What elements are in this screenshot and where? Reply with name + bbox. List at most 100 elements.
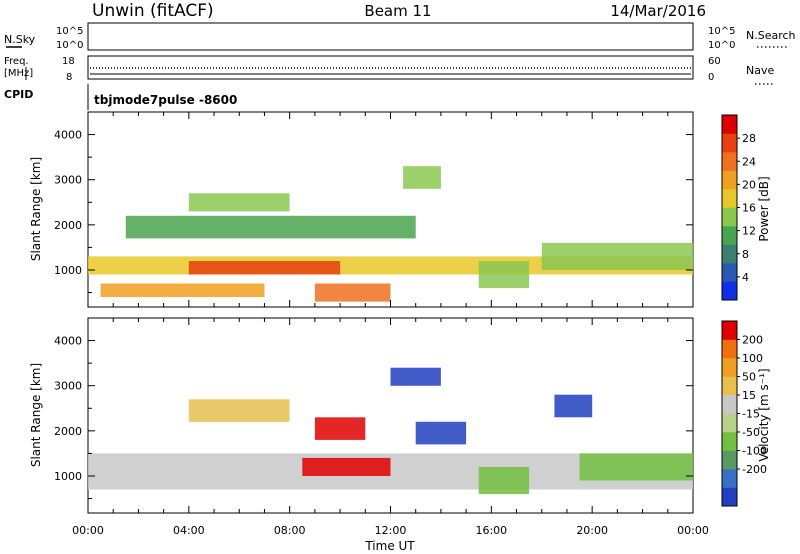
colorbar-segment bbox=[722, 432, 737, 451]
y-tick-label: 3000 bbox=[54, 174, 82, 187]
cpid-label: CPID bbox=[4, 88, 33, 101]
power-panel: 1000 2000 3000 4000 Slant Range [km] 4 8 12 16… bbox=[29, 111, 771, 308]
colorbar-segment bbox=[722, 469, 737, 488]
x-axis-label: Time UT bbox=[364, 539, 415, 553]
data-region-3 bbox=[415, 421, 467, 445]
velocity-x-ticks bbox=[87, 318, 694, 513]
colorbar-tick-label: -50 bbox=[742, 426, 760, 439]
velocity-y-axis-label: Slant Range [km] bbox=[29, 363, 43, 467]
velocity-data-cells bbox=[88, 367, 693, 495]
data-region-8 bbox=[390, 367, 441, 386]
colorbar-segment bbox=[722, 189, 737, 208]
power-data-cells bbox=[88, 166, 694, 302]
velocity-colorbar: 200 100 50 15 -15 -50 -100 -200 bbox=[721, 320, 767, 507]
time-tick-label: 16:00 bbox=[475, 524, 507, 537]
time-tick-label: 04:00 bbox=[173, 524, 205, 537]
colorbar-segment bbox=[722, 207, 737, 227]
data-region-2 bbox=[100, 283, 265, 297]
data-region-5 bbox=[314, 283, 391, 302]
colorbar-segment bbox=[722, 115, 737, 134]
power-colorbar: 4 8 12 16 20 24 28 bbox=[721, 114, 756, 301]
data-region-3 bbox=[125, 215, 416, 239]
colorbar-segment bbox=[722, 244, 737, 264]
noise-right-tick-bottom: 10^0 bbox=[708, 40, 735, 51]
colorbar-tick-label: -15 bbox=[742, 408, 760, 421]
colorbar-tick-label: 24 bbox=[742, 155, 756, 168]
y-tick-label: 1000 bbox=[54, 264, 82, 277]
nave-tick-top: 60 bbox=[708, 56, 721, 67]
data-region-1 bbox=[302, 457, 391, 476]
nave-tick-bottom: 0 bbox=[708, 72, 714, 83]
colorbar-tick-label: 4 bbox=[742, 271, 749, 284]
cpid-value: tbjmode7pulse -8600 bbox=[94, 93, 237, 107]
time-tick-label: 00:00 bbox=[72, 524, 104, 537]
colorbar-segment bbox=[722, 321, 737, 340]
noise-left-tick-top: 10^5 bbox=[56, 26, 83, 37]
velocity-y-ticks: 1000 2000 3000 4000 bbox=[54, 335, 693, 500]
colorbar-segment bbox=[722, 226, 737, 245]
data-region-8 bbox=[478, 261, 530, 289]
colorbar-segment bbox=[722, 376, 737, 396]
colorbar-tick-label: 28 bbox=[742, 132, 756, 145]
colorbar-segment bbox=[722, 450, 737, 470]
noise-search-label: N.Search bbox=[746, 29, 796, 42]
colorbar-tick-label: 200 bbox=[742, 334, 763, 347]
data-region-6 bbox=[478, 467, 530, 495]
colorbar-segment bbox=[722, 170, 737, 190]
station-title: Unwin (fitACF) bbox=[92, 1, 214, 21]
data-region-6 bbox=[403, 166, 441, 189]
colorbar-tick-label: -100 bbox=[742, 445, 767, 458]
colorbar-tick-label: 12 bbox=[742, 225, 756, 238]
noise-panel-frame bbox=[87, 22, 694, 51]
y-tick-label: 3000 bbox=[54, 380, 82, 393]
freq-tick-top: 18 bbox=[62, 56, 75, 67]
beam-title: Beam 11 bbox=[364, 2, 431, 20]
time-tick-label: 20:00 bbox=[576, 524, 608, 537]
colorbar-segment bbox=[722, 395, 737, 414]
freq-label-line2: [MHz] bbox=[4, 68, 33, 79]
colorbar-segment bbox=[722, 281, 737, 301]
colorbar-tick-label: 100 bbox=[742, 352, 763, 365]
y-tick-label: 4000 bbox=[54, 335, 82, 348]
colorbar-segment bbox=[722, 133, 737, 153]
nave-label: Nave bbox=[746, 64, 774, 77]
power-colorbar-label: Power [dB] bbox=[757, 176, 771, 241]
date-title: 14/Mar/2016 bbox=[610, 2, 706, 20]
y-tick-label: 4000 bbox=[54, 129, 82, 142]
data-region-4 bbox=[554, 394, 593, 418]
data-region-4 bbox=[188, 193, 290, 212]
data-region-7 bbox=[579, 453, 693, 481]
colorbar-segment bbox=[722, 358, 737, 377]
power-y-axis-label: Slant Range [km] bbox=[29, 157, 43, 261]
velocity-panel: 1000 2000 3000 4000 Slant Range [km] 200 100… bbox=[29, 317, 771, 514]
colorbar-segment bbox=[722, 413, 737, 433]
velocity-colorbar-label: Velocity [m s⁻¹] bbox=[757, 368, 771, 461]
y-tick-label: 1000 bbox=[54, 470, 82, 483]
colorbar-tick-label: 20 bbox=[742, 178, 756, 191]
time-tick-label: 00:00 bbox=[677, 524, 709, 537]
y-tick-label: 2000 bbox=[54, 219, 82, 232]
power-x-ticks bbox=[87, 112, 694, 307]
colorbar-segment bbox=[722, 339, 737, 359]
freq-tick-bottom: 8 bbox=[66, 72, 72, 83]
power-panel-frame bbox=[87, 111, 694, 308]
data-region-5 bbox=[188, 399, 290, 422]
time-tick-labels: 00:00 04:00 08:00 12:00 16:00 20:00 00:00 bbox=[72, 524, 709, 537]
data-region-1 bbox=[188, 261, 341, 275]
colorbar-segment bbox=[722, 152, 737, 171]
time-tick-label: 12:00 bbox=[375, 524, 407, 537]
noise-sky-label: N.Sky bbox=[4, 33, 36, 46]
noise-left-tick-bottom: 10^0 bbox=[56, 40, 83, 51]
colorbar-tick-label: 15 bbox=[742, 389, 756, 402]
colorbar-tick-label: 8 bbox=[742, 248, 749, 261]
colorbar-tick-label: -200 bbox=[742, 463, 767, 476]
colorbar-segment bbox=[722, 263, 737, 282]
power-y-ticks: 1000 2000 3000 4000 bbox=[54, 129, 693, 294]
data-region-2 bbox=[314, 417, 366, 440]
time-tick-label: 08:00 bbox=[274, 524, 306, 537]
noise-right-tick-top: 10^5 bbox=[708, 26, 735, 37]
colorbar-segment bbox=[722, 487, 737, 507]
data-region-7 bbox=[541, 242, 694, 270]
colorbar-tick-label: 50 bbox=[742, 371, 756, 384]
